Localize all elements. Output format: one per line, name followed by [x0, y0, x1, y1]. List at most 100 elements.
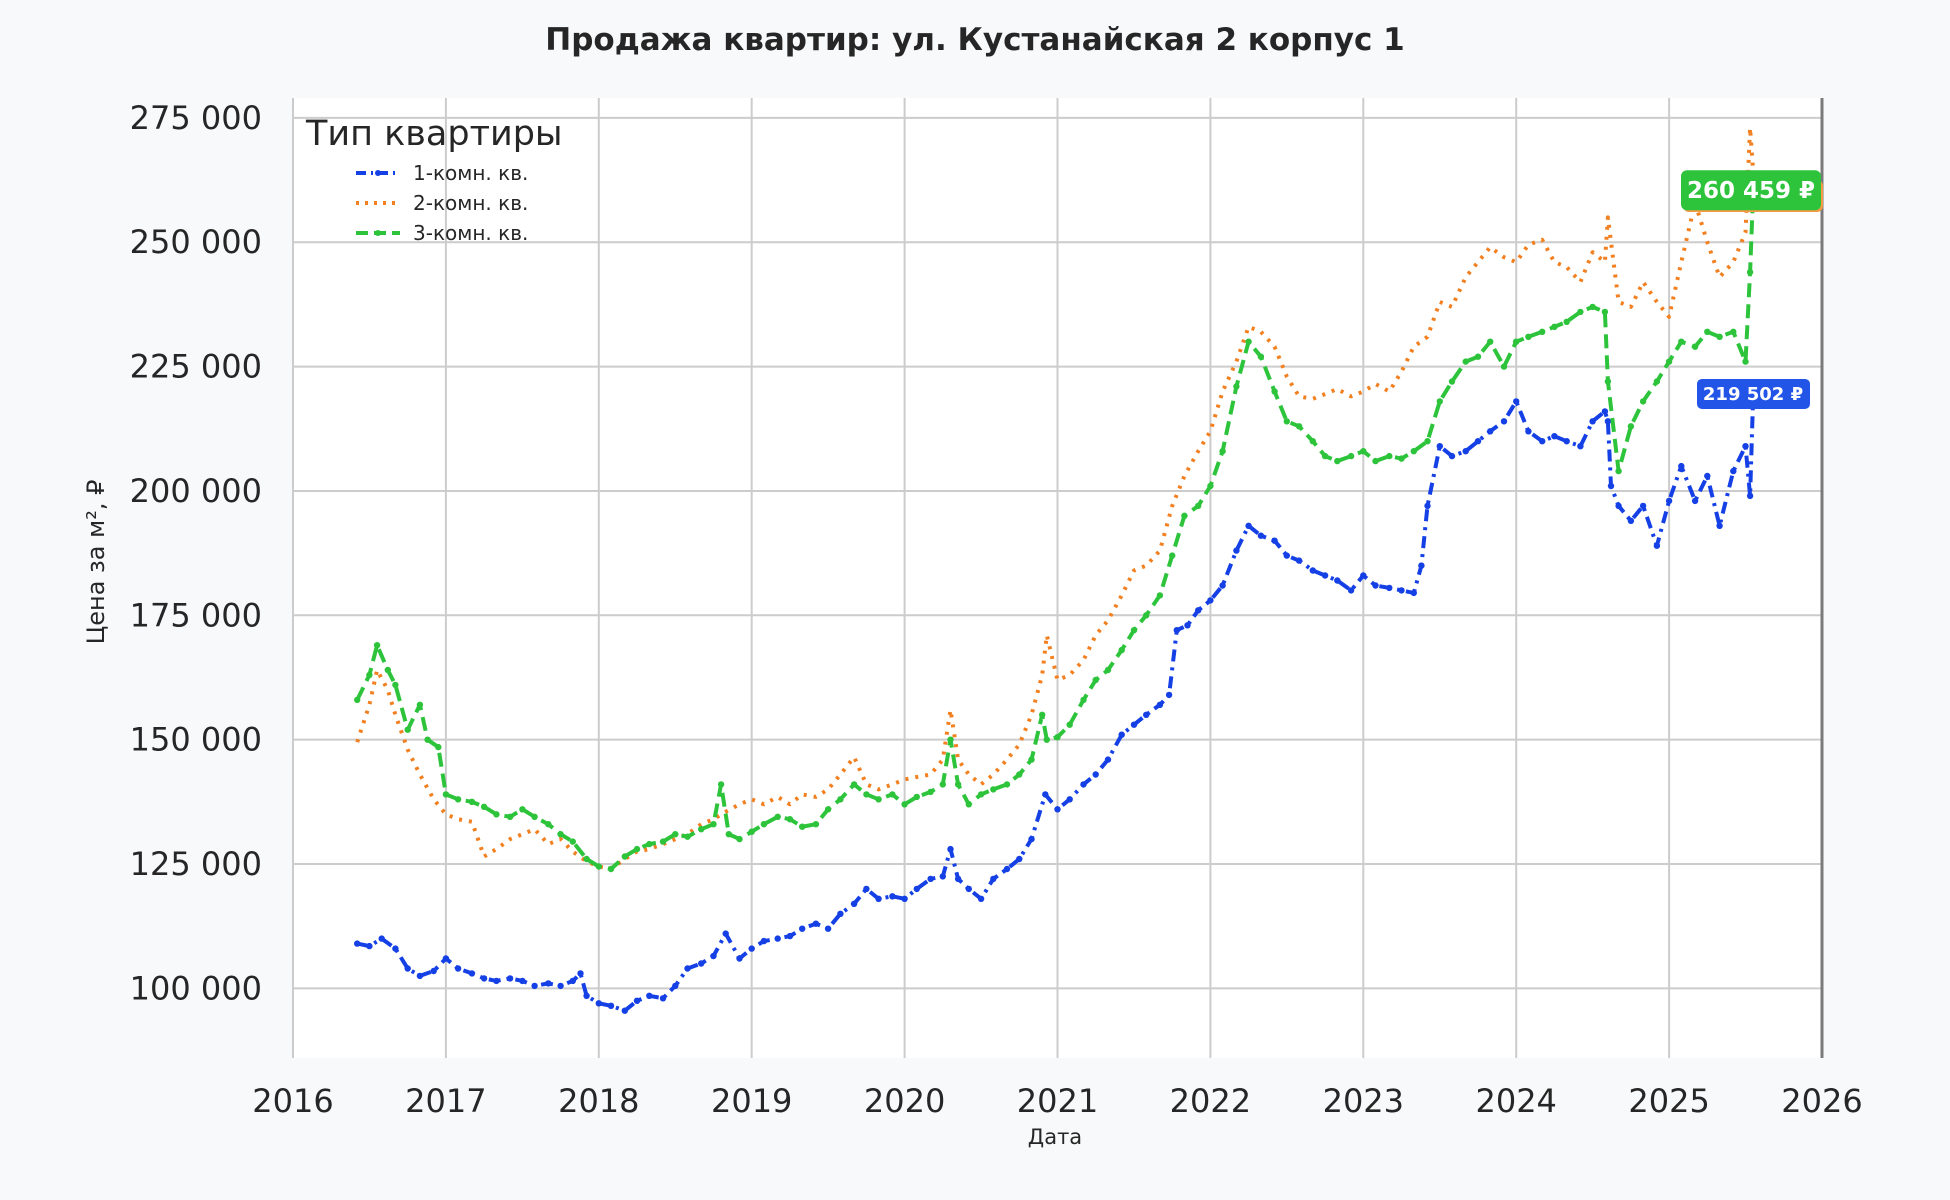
data-point: [354, 696, 361, 704]
data-point: [1410, 448, 1418, 455]
data-point: [736, 955, 743, 962]
data-point: [1665, 358, 1673, 365]
data-point: [1604, 378, 1612, 385]
data-point: [1257, 353, 1265, 360]
data-point: [633, 845, 641, 853]
data-point: [1295, 557, 1303, 564]
data-point: [392, 945, 399, 952]
data-point: [1500, 363, 1508, 370]
data-point: [901, 801, 908, 808]
data-point: [672, 982, 679, 990]
legend-entry-1room: 1-комн. кв.: [356, 161, 528, 185]
data-point: [1639, 398, 1647, 405]
data-point: [1295, 423, 1303, 430]
series-1room: [354, 390, 1757, 1014]
data-point: [557, 982, 564, 990]
data-point: [1271, 388, 1278, 395]
data-point: [1691, 497, 1699, 505]
x-tick-label: 2024: [1475, 1082, 1556, 1120]
data-point: [1207, 597, 1214, 604]
data-point: [506, 813, 514, 820]
data-point: [1704, 472, 1711, 480]
data-point: [1398, 455, 1405, 462]
y-tick-label: 225 000: [130, 348, 262, 386]
data-point: [1156, 592, 1164, 599]
end-label-1room: 219 502 ₽: [1703, 384, 1803, 405]
data-point: [1601, 308, 1609, 316]
data-point: [1716, 522, 1723, 529]
data-point: [1042, 791, 1049, 798]
data-point: [1601, 408, 1609, 415]
data-point: [812, 821, 820, 828]
data-point: [1283, 418, 1291, 425]
data-point: [519, 977, 526, 985]
data-point: [1577, 443, 1584, 450]
data-point: [1730, 328, 1737, 335]
end-label-3room: 260 459 ₽: [1687, 178, 1815, 204]
data-point: [404, 726, 411, 733]
data-point: [1219, 582, 1226, 589]
data-point: [1003, 865, 1011, 873]
data-point: [1525, 333, 1532, 340]
y-axis-label: Цена за м², ₽: [82, 480, 110, 645]
data-point: [1347, 452, 1355, 460]
data-point: [531, 982, 538, 990]
data-point: [430, 967, 437, 975]
data-point: [1207, 482, 1214, 490]
x-tick-label: 2026: [1781, 1082, 1862, 1120]
data-point: [1003, 781, 1011, 788]
data-point: [557, 831, 564, 838]
legend-label-3room: 3-комн. кв.: [413, 221, 528, 245]
data-point: [442, 955, 450, 962]
data-point: [1539, 328, 1546, 335]
data-point: [1539, 438, 1546, 445]
data-point: [954, 875, 962, 883]
y-tick-label: 125 000: [130, 845, 262, 883]
legend-entry-2room: 2-комн. кв.: [356, 191, 528, 215]
x-tick-label: 2018: [558, 1082, 639, 1120]
data-point: [1410, 589, 1418, 597]
data-point: [1653, 378, 1661, 385]
legend-marker-1room: [375, 170, 381, 176]
data-point: [1092, 676, 1099, 684]
legend-label-2room: 2-комн. кв.: [413, 191, 528, 215]
data-point: [424, 736, 431, 743]
data-point: [493, 811, 500, 818]
data-point: [416, 972, 424, 980]
legend-label-1room: 1-комн. кв.: [413, 161, 528, 185]
data-point: [1181, 512, 1188, 519]
data-point: [1372, 457, 1379, 465]
data-point: [1130, 721, 1138, 728]
data-point: [1028, 756, 1035, 763]
data-point: [939, 873, 946, 880]
data-point: [442, 791, 450, 798]
legend-marker-3room: [375, 230, 381, 236]
data-point: [1627, 423, 1635, 430]
data-point: [799, 925, 806, 932]
data-point: [1233, 383, 1240, 390]
data-point: [1424, 438, 1431, 445]
data-point: [545, 980, 552, 987]
x-tick-label: 2023: [1323, 1082, 1404, 1120]
y-tick-label: 175 000: [130, 596, 262, 634]
data-point: [1448, 378, 1456, 385]
data-point: [875, 796, 882, 803]
x-tick-label: 2020: [864, 1082, 945, 1120]
y-tick-label: 100 000: [130, 969, 262, 1007]
data-point: [824, 925, 832, 932]
x-axis-label: Дата: [1028, 1125, 1082, 1149]
data-point: [837, 910, 844, 917]
data-point: [1678, 462, 1685, 470]
data-point: [786, 816, 794, 823]
data-point: [1742, 443, 1749, 450]
data-point: [1092, 771, 1099, 778]
data-point: [1245, 522, 1252, 529]
data-point: [927, 875, 934, 883]
series-layer: [354, 125, 1757, 1014]
data-point: [1487, 428, 1494, 435]
data-point: [416, 701, 424, 708]
data-point: [901, 895, 908, 902]
data-point: [480, 803, 488, 810]
data-point: [977, 895, 985, 902]
data-point: [965, 885, 972, 893]
